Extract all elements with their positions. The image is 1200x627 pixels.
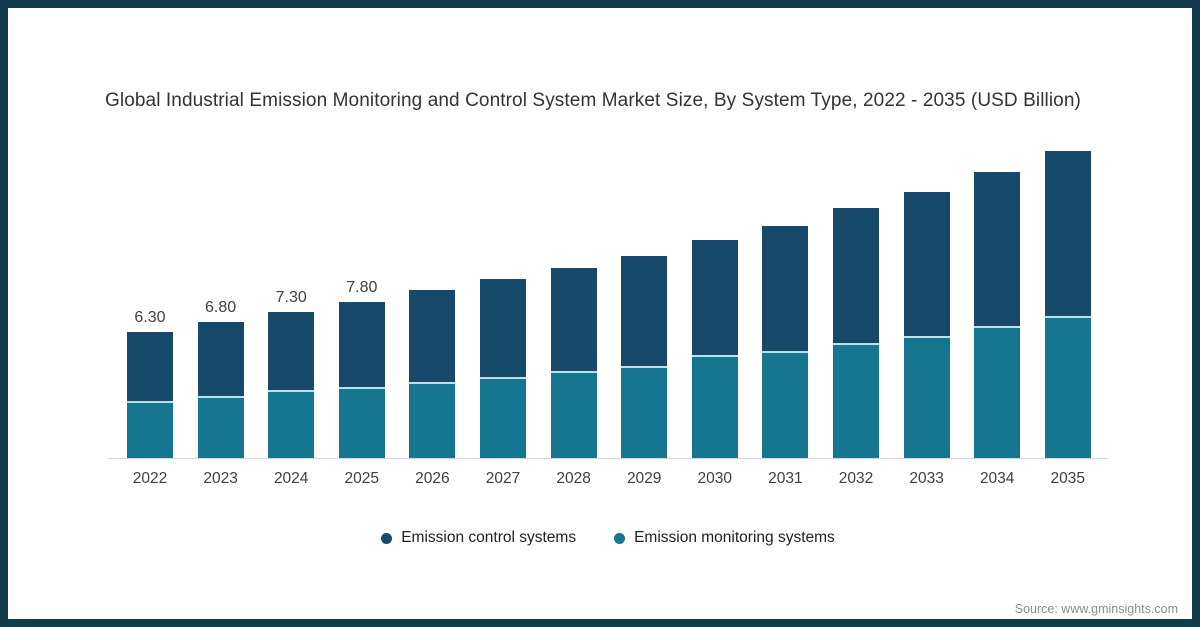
bar-segment-monitoring — [833, 343, 879, 458]
x-axis-label: 2034 — [979, 470, 1015, 487]
bar-2029 — [621, 256, 668, 458]
x-axis-label: 2031 — [768, 470, 803, 487]
bar-segment-control — [833, 208, 879, 343]
bar-segment-control — [338, 302, 385, 387]
bar-2027 — [480, 279, 526, 458]
bar-value-label: 6.30 — [134, 309, 166, 326]
source-credit: Source: www.gminsights.com — [1014, 602, 1178, 616]
bar-segment-monitoring — [903, 336, 950, 458]
bar-segment-monitoring — [974, 326, 1021, 458]
bar-2034 — [974, 172, 1021, 458]
bar-segment-monitoring — [197, 396, 244, 458]
x-axis-label: 2026 — [415, 470, 450, 487]
bar-2031 — [762, 226, 809, 458]
bar-2032 — [833, 208, 879, 458]
bar-segment-monitoring — [691, 355, 738, 458]
x-axis-label: 2025 — [344, 470, 380, 487]
x-axis-label: 2028 — [556, 470, 591, 487]
bar-segment-control — [621, 256, 668, 366]
bar-segment-control — [1044, 151, 1091, 316]
bar-value-label: 6.80 — [205, 299, 237, 316]
x-axis-label: 2024 — [273, 470, 309, 487]
bar-2023 — [197, 322, 244, 458]
bar-segment-monitoring — [1044, 316, 1091, 458]
bar-segment-control — [691, 240, 738, 355]
chart-title: Global Industrial Emission Monitoring an… — [105, 90, 1081, 111]
bar-2024 — [268, 312, 315, 458]
bar-segment-monitoring — [550, 371, 597, 458]
x-axis-label: 2023 — [203, 470, 238, 487]
x-axis-line — [108, 458, 1108, 459]
bar-segment-monitoring — [762, 351, 809, 458]
legend: Emission control systems Emission monito… — [8, 529, 1192, 547]
bar-segment-control — [974, 172, 1021, 326]
bar-2030 — [691, 240, 738, 458]
x-axis-label: 2022 — [132, 470, 168, 487]
bar-segment-control — [550, 268, 597, 371]
x-axis-label: 2032 — [838, 470, 874, 487]
bar-segment-monitoring — [127, 401, 173, 458]
bar-segment-control — [762, 226, 809, 351]
bar-2022 — [127, 332, 173, 458]
bar-segment-control — [268, 312, 315, 390]
bar-segment-control — [480, 279, 526, 377]
legend-label-control: Emission control systems — [401, 529, 577, 546]
x-axis-label: 2030 — [697, 470, 733, 487]
x-axis-label: 2029 — [626, 470, 662, 487]
bar-segment-monitoring — [621, 366, 668, 458]
bar-segment-control — [409, 290, 456, 382]
bar-2025 — [338, 302, 385, 458]
legend-label-monitoring: Emission monitoring systems — [634, 529, 835, 546]
plot-area: 6.30 2022 6.80 2023 7.30 2024 7.80 2025 2026 2027… — [108, 128, 1108, 487]
bar-2028 — [550, 268, 597, 458]
bar-segment-monitoring — [268, 390, 315, 458]
bar-segment-monitoring — [338, 387, 385, 458]
legend-item-emission-monitoring: Emission monitoring systems — [614, 529, 835, 547]
x-axis-label: 2035 — [1050, 470, 1086, 487]
legend-dot-monitoring-icon — [614, 532, 626, 544]
bar-segment-monitoring — [480, 377, 526, 458]
legend-dot-control-icon — [381, 532, 393, 544]
x-axis-label: 2033 — [909, 470, 944, 487]
bar-segment-control — [903, 192, 950, 336]
bar-2026 — [409, 290, 456, 458]
bar-segment-monitoring — [409, 382, 456, 458]
bar-value-label: 7.30 — [275, 289, 307, 306]
legend-item-emission-control: Emission control systems — [381, 529, 576, 547]
bar-segment-control — [127, 332, 173, 401]
bar-value-label: 7.80 — [346, 279, 378, 296]
bar-segment-control — [197, 322, 244, 396]
bar-2033 — [903, 192, 950, 458]
x-axis-label: 2027 — [485, 470, 521, 487]
bar-2035 — [1044, 151, 1091, 458]
